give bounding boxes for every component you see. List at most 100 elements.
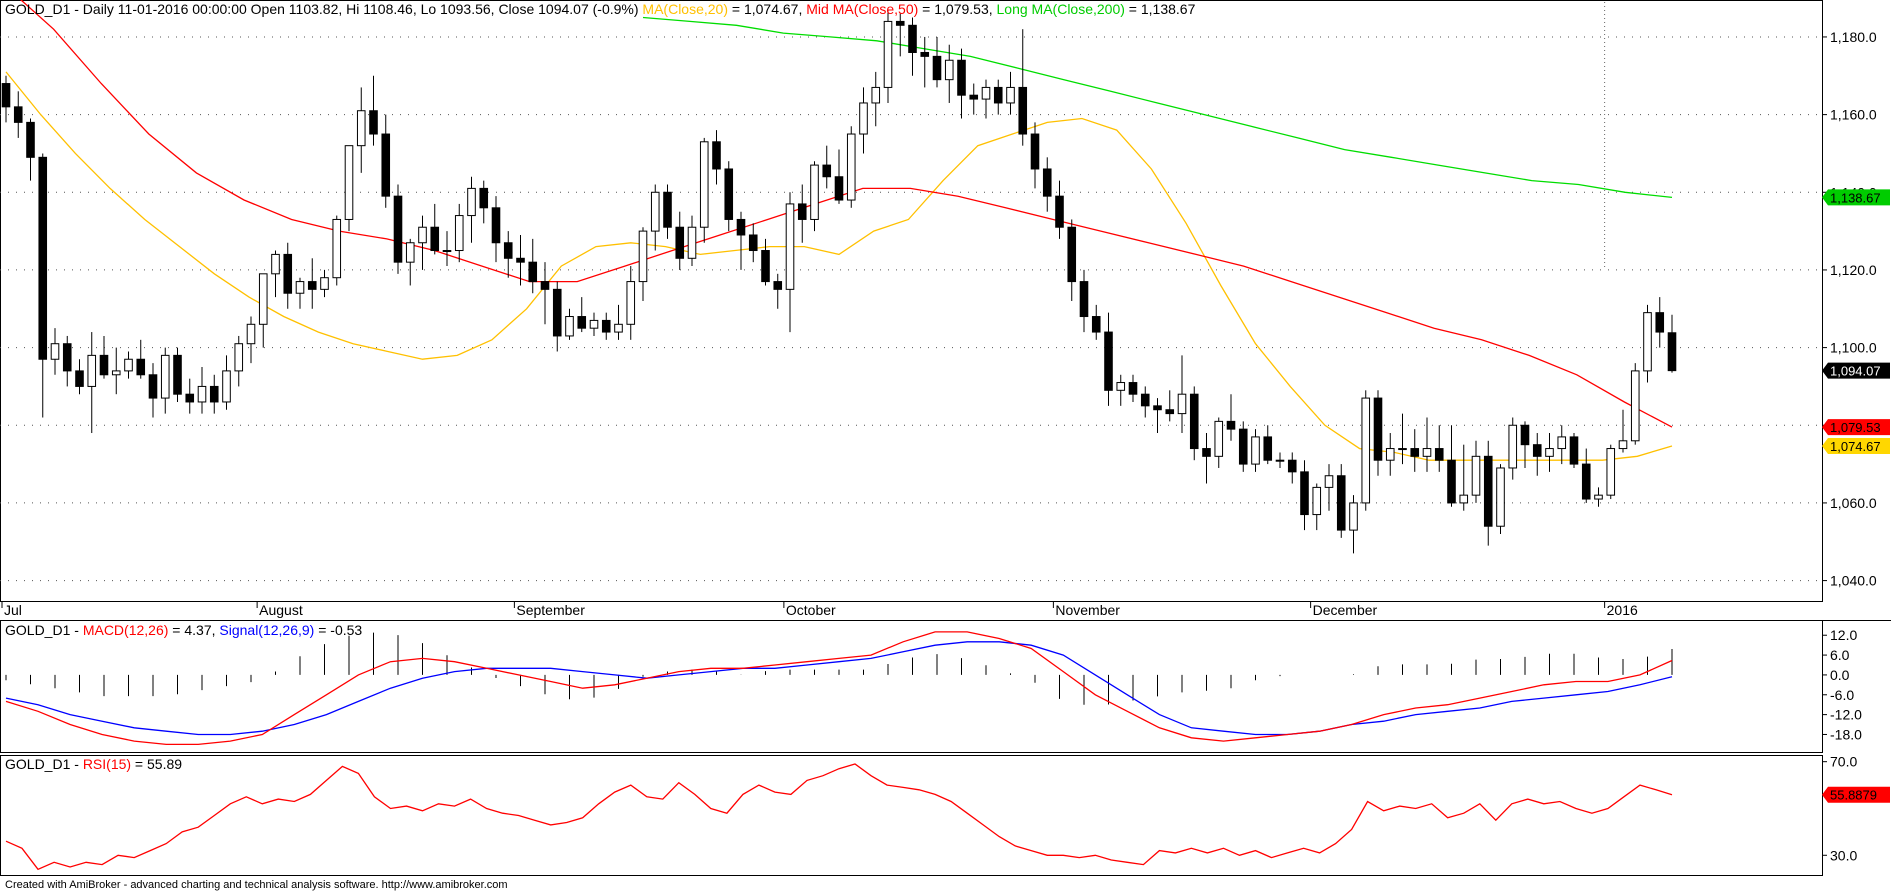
candle-body: [871, 86, 881, 104]
candle-body: [393, 195, 403, 263]
candle-body: [614, 323, 623, 333]
rsi-pane: [0, 755, 1823, 876]
candle-body: [1251, 436, 1260, 465]
candle-body: [1483, 455, 1493, 527]
candle-body: [540, 281, 550, 290]
candle-body: [1606, 448, 1616, 496]
x-tick-label: November: [1055, 602, 1120, 618]
candle-body: [479, 187, 489, 209]
macd-y-tick-label: 0.0: [1830, 667, 1850, 683]
candle-body: [1385, 448, 1395, 461]
price-badge-label: 1,079.53: [1830, 420, 1881, 435]
candle-body: [1079, 281, 1089, 318]
footer-credit: Created with AmiBroker - advanced charti…: [5, 879, 508, 891]
candle-body: [1128, 382, 1138, 395]
candle-body: [185, 393, 195, 403]
candle-body: [344, 145, 354, 220]
candle-body: [822, 164, 832, 178]
rsi-symbol: GOLD_D1: [5, 756, 71, 772]
y-tick-label: 1,120.0: [1830, 262, 1877, 278]
candle-body: [761, 250, 770, 283]
candle-body: [895, 20, 905, 26]
x-tick-label: August: [259, 602, 303, 618]
candle-body: [1324, 475, 1334, 488]
price-badge-label: 1,094.07: [1830, 364, 1881, 379]
candle-body: [75, 370, 84, 387]
candle-body: [1349, 502, 1358, 531]
candle-body: [87, 354, 97, 387]
candle-body: [1189, 393, 1199, 450]
y-tick-label: 1,100.0: [1830, 340, 1877, 356]
candle-body: [38, 156, 48, 360]
y-tick-label: 1,040.0: [1830, 573, 1877, 589]
candle-body: [442, 250, 452, 253]
candle-body: [1520, 424, 1530, 446]
signal-line: [5, 641, 1673, 736]
candle-body: [1238, 428, 1248, 465]
macd-y-tick-label: 6.0: [1830, 647, 1850, 663]
candle-body: [724, 168, 734, 220]
signal-value: = -0.53: [314, 622, 362, 638]
candle-body: [516, 257, 525, 263]
macd-y-tick-label: 12.0: [1830, 627, 1857, 643]
candle-body: [332, 218, 342, 279]
candle-body: [50, 343, 60, 360]
candle-body: [258, 273, 268, 325]
candle-body: [1091, 316, 1101, 333]
candle-body: [626, 281, 636, 325]
candle-body: [160, 354, 170, 399]
candle-body: [26, 121, 35, 158]
candle-body: [418, 226, 427, 244]
price-badge: [1822, 362, 1890, 379]
candle-body: [650, 191, 660, 232]
candle-body: [859, 102, 868, 135]
rsi-label: RSI(15): [83, 756, 131, 772]
y-tick-label: 1,060.0: [1830, 495, 1877, 511]
candle-body: [712, 141, 721, 170]
ma20-value: = 1,074.67,: [728, 1, 806, 17]
candle-body: [405, 242, 415, 263]
candle-body: [1569, 436, 1579, 465]
candle-body: [1398, 448, 1407, 451]
candle-body: [381, 133, 391, 197]
macd-y-tick-label: -6.0: [1830, 687, 1854, 703]
candle-body: [675, 226, 685, 259]
rsi-badge: [1822, 786, 1890, 803]
macd-y-tick-label: -18.0: [1830, 726, 1862, 742]
candle-body: [1202, 448, 1211, 457]
price-badges: 1,138.67 1,094.07 1,079.53 1,074.67: [1822, 189, 1890, 454]
macd-line: [5, 631, 1673, 746]
candle-body: [748, 234, 758, 252]
x-tick-label: Jul: [4, 602, 22, 618]
candle-body: [1422, 448, 1432, 457]
candle-body: [993, 86, 1003, 104]
candle-body: [638, 230, 648, 283]
candle-body: [356, 110, 366, 147]
macd-symbol: GOLD_D1: [5, 622, 71, 638]
macd-label: MACD(12,26): [83, 622, 169, 638]
candle-body: [136, 358, 146, 376]
candle-body: [1116, 382, 1126, 391]
rsi-line: [5, 763, 1673, 871]
candle-body: [1361, 397, 1371, 504]
header-info: - Daily 11-01-2016 00:00:00 Open 1103.82…: [70, 1, 642, 17]
candle-body: [773, 281, 783, 290]
ma200-label: Long MA(Close,200): [997, 1, 1125, 17]
price-badge-label: 1,138.67: [1830, 190, 1881, 205]
candle-body: [981, 86, 991, 100]
candle-body: [920, 51, 930, 57]
candle-body: [1055, 195, 1064, 228]
candle-body: [62, 343, 72, 372]
candle-body: [1655, 312, 1665, 333]
candle-body: [1226, 420, 1236, 430]
candle-body: [320, 277, 329, 290]
rsi-badge-label: 55.8879: [1830, 788, 1877, 803]
candle-body: [1300, 471, 1309, 516]
candle-body: [1067, 226, 1077, 283]
candle-body: [283, 253, 293, 294]
candle-body: [246, 323, 256, 345]
candle-body: [1508, 424, 1518, 469]
candle-body: [589, 319, 599, 329]
candle-body: [99, 354, 109, 376]
